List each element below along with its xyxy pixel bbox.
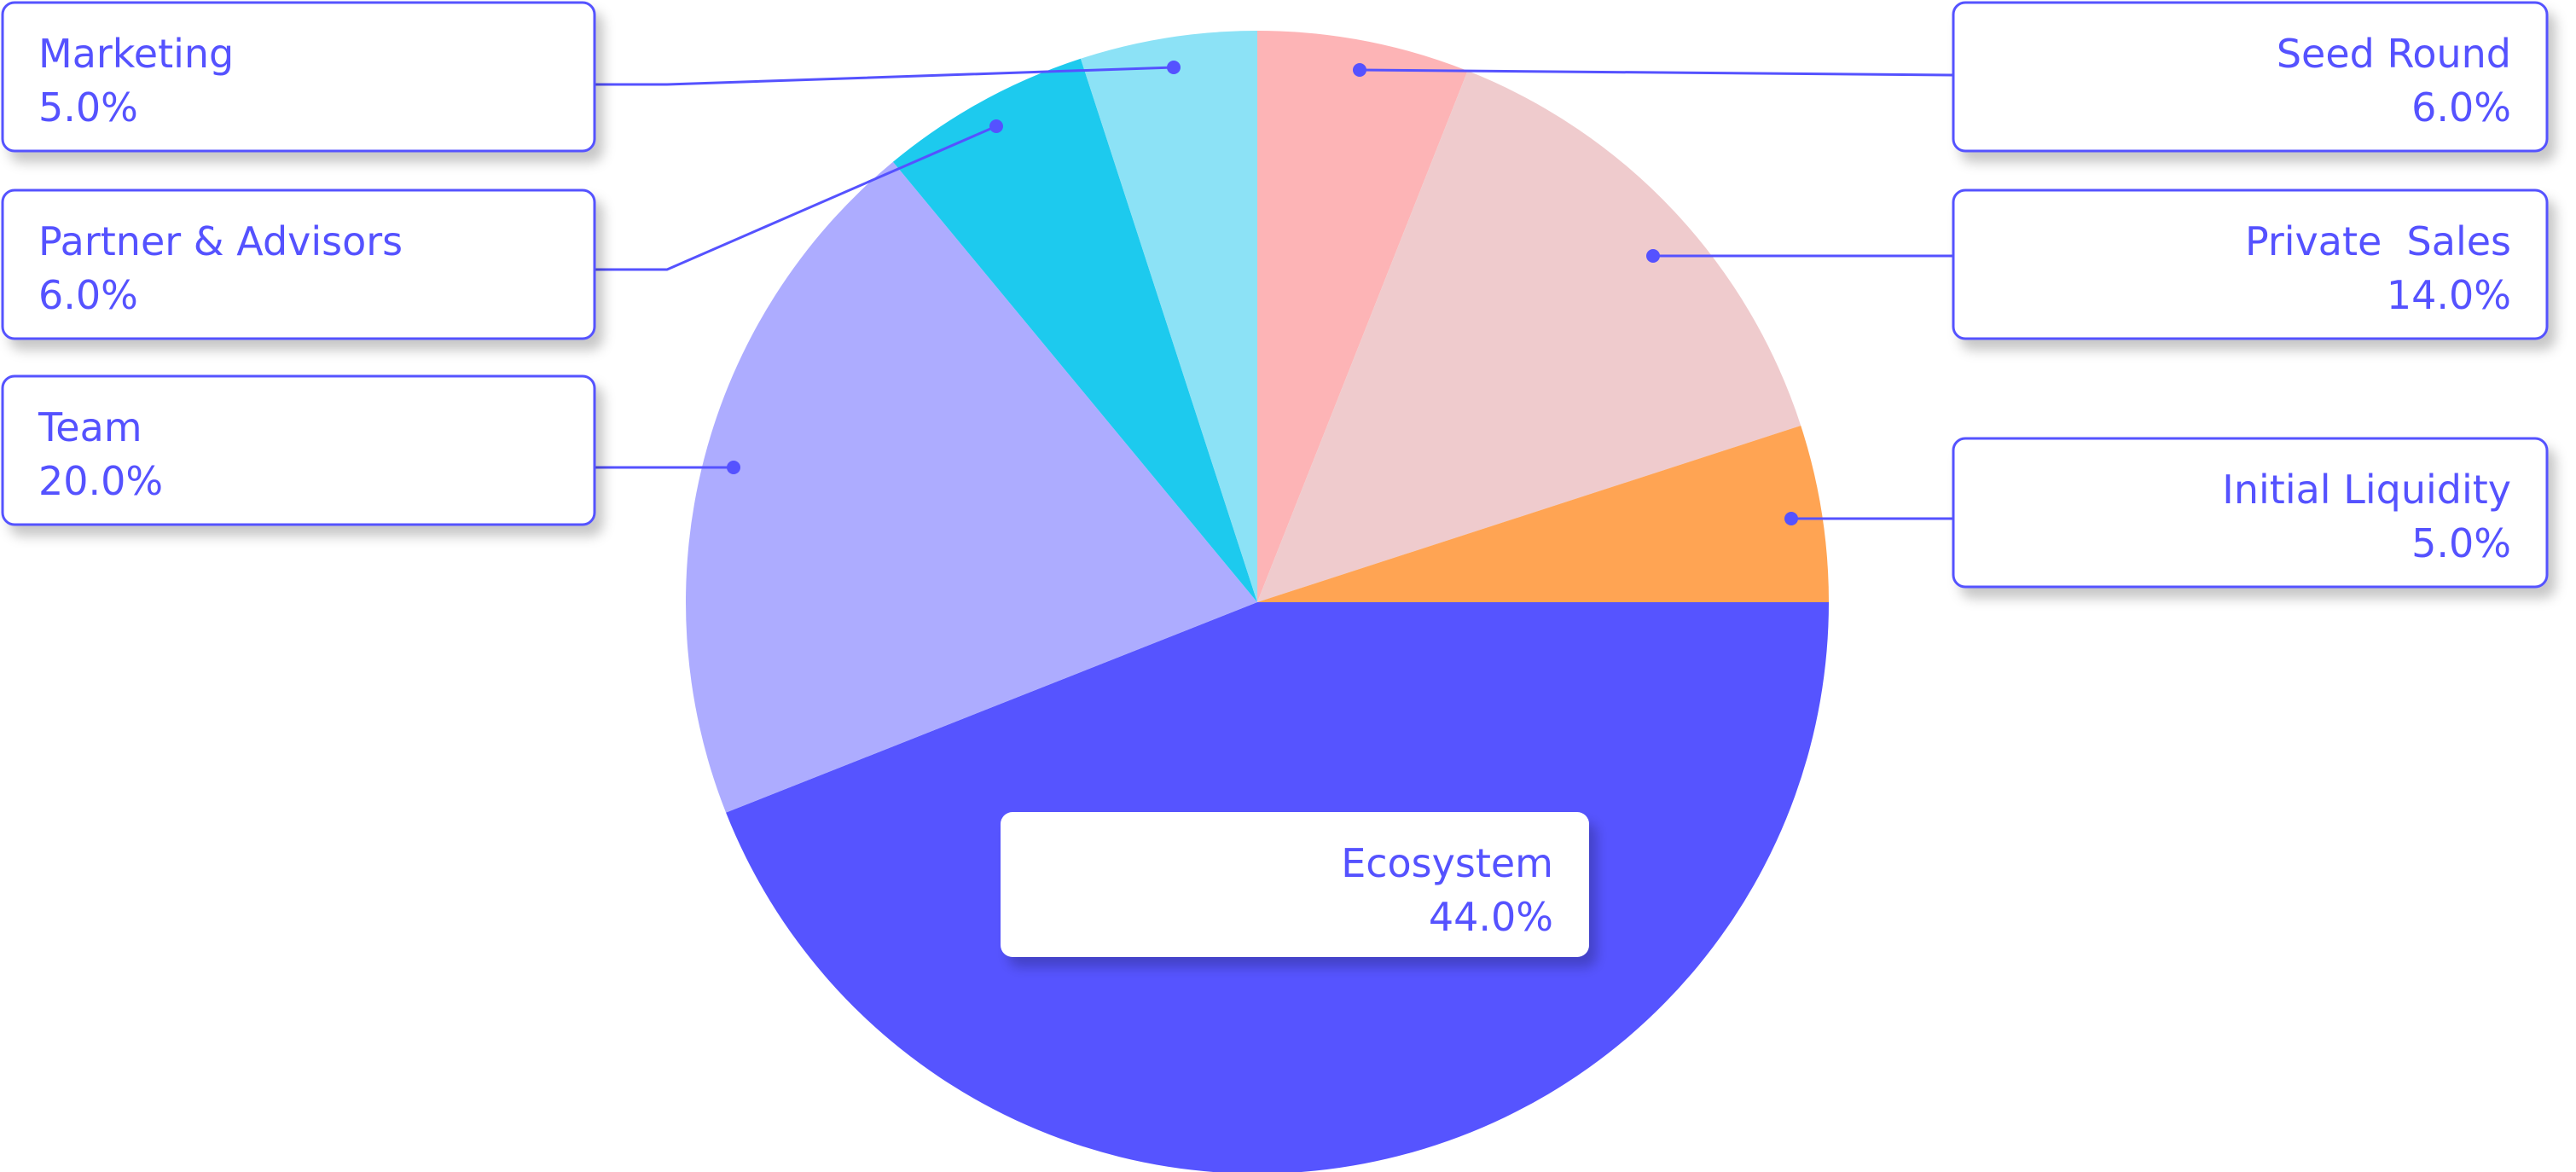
leader-dot-partner-and-advisors xyxy=(989,119,1003,133)
callout-box-marketing xyxy=(1,1,596,153)
pie-slice-initial-liquidity xyxy=(1257,425,1829,602)
callout-boxes: Seed Round 6.0% Private Sales 14.0% Initial … xyxy=(1,1,2549,957)
callout-partner-and-advisors: Partner & Advisors 6.0% xyxy=(1,189,596,340)
slice-value-initial-liquidity: 5.0% xyxy=(2411,520,2511,566)
slice-value-partner-and-advisors: 6.0% xyxy=(38,272,138,318)
leader-dot-seed-round xyxy=(1353,63,1366,77)
callout-box-ecosystem xyxy=(1001,812,1589,957)
callout-box-team xyxy=(1,374,596,526)
callout-private-sales: Private Sales 14.0% xyxy=(1952,189,2549,340)
slice-value-marketing: 5.0% xyxy=(38,84,138,131)
pie-slice-seed-round xyxy=(1257,31,1468,602)
callout-team: Team 20.0% xyxy=(1,374,596,526)
callout-seed-round: Seed Round 6.0% xyxy=(1952,1,2549,153)
slice-value-private-sales: 14.0% xyxy=(2387,272,2511,318)
leader-line-partner-and-advisors xyxy=(595,125,997,271)
pie-slice-private-sales xyxy=(1257,71,1801,603)
callout-box-initial-liquidity xyxy=(1952,437,2549,589)
leader-lines xyxy=(595,61,1954,525)
pie-slice-marketing xyxy=(1080,31,1257,602)
slice-label-partner-and-advisors: Partner & Advisors xyxy=(38,218,403,264)
slice-label-private-sales: Private Sales xyxy=(2245,218,2511,264)
leader-dot-team xyxy=(727,461,740,474)
pie-slices xyxy=(686,31,1829,1172)
callout-box-seed-round xyxy=(1952,1,2549,153)
slice-value-ecosystem: 44.0% xyxy=(1429,894,1553,940)
slice-label-marketing: Marketing xyxy=(38,31,234,77)
pie-slice-team xyxy=(686,161,1257,813)
slice-value-seed-round: 6.0% xyxy=(2411,84,2511,131)
leader-line-seed-round xyxy=(1359,68,1954,77)
leader-dot-initial-liquidity xyxy=(1784,512,1798,525)
slice-label-ecosystem: Ecosystem xyxy=(1341,840,1553,886)
slice-value-team: 20.0% xyxy=(38,458,163,504)
leader-dot-marketing xyxy=(1167,61,1181,74)
slice-label-seed-round: Seed Round xyxy=(2277,31,2511,77)
callout-ecosystem: Ecosystem 44.0% xyxy=(1001,812,1589,957)
slice-label-initial-liquidity: Initial Liquidity xyxy=(2222,467,2511,513)
callout-box-private-sales xyxy=(1952,189,2549,340)
leader-line-marketing xyxy=(595,66,1175,86)
slice-label-team: Team xyxy=(38,404,142,450)
leader-dot-private-sales xyxy=(1646,249,1660,263)
callout-initial-liquidity: Initial Liquidity 5.0% xyxy=(1952,437,2549,589)
callout-marketing: Marketing 5.0% xyxy=(1,1,596,153)
pie-slice-partner-and-advisors xyxy=(892,58,1257,603)
callout-box-partner-and-advisors xyxy=(1,189,596,340)
